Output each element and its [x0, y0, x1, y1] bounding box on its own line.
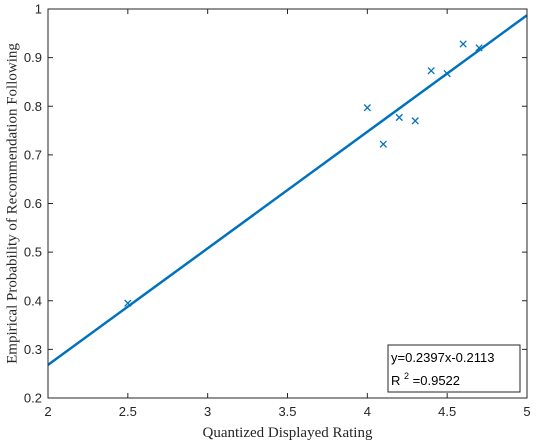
- data-point-marker: [395, 113, 403, 122]
- marker-stroke: [459, 40, 467, 48]
- data-point-marker: [379, 140, 387, 148]
- y-axis-title: Empirical Probability of Recommendation …: [4, 43, 20, 364]
- x-tick-label: 5: [523, 404, 530, 419]
- marker-stroke: [475, 44, 483, 52]
- r-squared-exponent: 2: [404, 371, 409, 381]
- x-axis-title: Quantized Displayed Rating: [203, 425, 373, 441]
- x-tick-label: 3.5: [278, 404, 296, 419]
- x-tick-label: 4: [364, 404, 371, 419]
- r-squared-label: R 2 =0.9522: [391, 367, 460, 388]
- y-tick-label: 0.9: [24, 50, 42, 65]
- y-tick-label: 1: [35, 2, 42, 17]
- x-tick-label: 2.5: [119, 404, 137, 419]
- y-tick-label: 0.6: [24, 196, 42, 211]
- marker-stroke: [443, 70, 451, 78]
- data-point-marker: [363, 104, 371, 112]
- y-tick-label: 0.5: [24, 245, 42, 260]
- fit-equation-label: y=0.2397x-0.2113: [391, 350, 494, 365]
- x-tick-label: 4.5: [438, 404, 456, 419]
- marker-stroke: [411, 117, 419, 125]
- marker-stroke: [427, 67, 435, 75]
- regression-line: [47, 14, 528, 366]
- data-point-marker: [427, 67, 435, 75]
- data-point-marker: [411, 117, 419, 125]
- data-point-marker: [459, 40, 467, 48]
- x-tick-label: 2: [44, 404, 51, 419]
- data-point-marker: [475, 44, 483, 52]
- data-points-layer: [124, 40, 483, 307]
- y-tick-label: 0.7: [24, 147, 42, 162]
- data-point-marker: [124, 299, 132, 307]
- y-tick-label: 0.4: [24, 293, 42, 308]
- fit-line-layer: [47, 14, 528, 366]
- marker-stroke: [363, 104, 371, 112]
- x-tick-label: 3: [204, 404, 211, 419]
- r-squared-value: =0.9522: [413, 373, 460, 388]
- marker-stroke: [379, 140, 387, 148]
- y-tick-label: 0.3: [24, 342, 42, 357]
- r-squared-symbol: R: [391, 373, 400, 388]
- annotation-border: [387, 344, 521, 393]
- marker-stroke: [124, 299, 132, 307]
- marker-stroke: [395, 113, 403, 122]
- y-tick-label: 0.2: [24, 391, 42, 406]
- data-point-marker: [443, 70, 451, 78]
- fit-annotation-box: y=0.2397x-0.2113 R 2 =0.9522: [387, 344, 521, 393]
- ticks-layer: 2 2.5 3 3.5 4 4.5 5 0.2 0.3 0.4 0.5 0.6 0.7 0.8 0.9 1: [24, 2, 531, 420]
- y-tick-label: 0.8: [24, 99, 42, 114]
